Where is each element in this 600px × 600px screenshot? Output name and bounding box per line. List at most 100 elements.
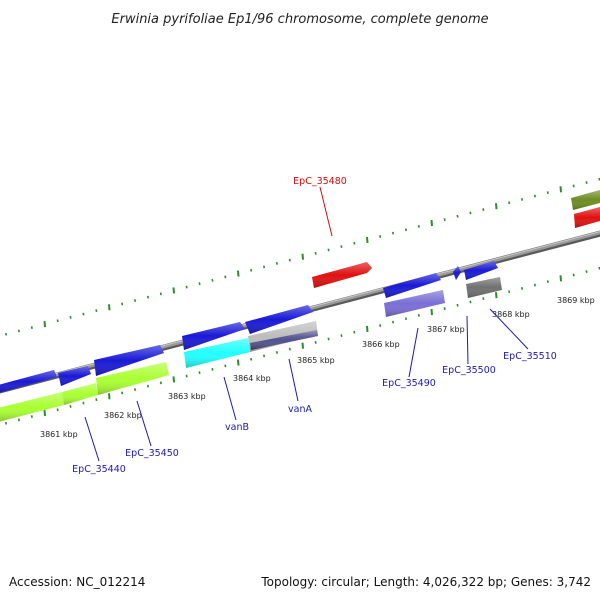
major-tick [430,308,433,316]
major-tick [172,287,175,294]
minor-tick [146,384,149,388]
minor-tick [327,337,330,341]
minor-tick [185,374,188,378]
minor-tick [250,268,253,272]
tick-label: 3863 kbp [168,392,206,401]
tick-label: 3865 kbp [297,356,335,365]
gene-shading [94,345,164,376]
minor-tick [159,381,162,385]
tick-label: 3864 kbp [233,374,271,383]
minor-tick [275,262,278,265]
gene-shading [466,277,502,298]
minor-tick [469,300,472,304]
minor-tick [69,316,72,319]
gene-shading [0,370,57,393]
minor-tick [134,388,137,391]
minor-tick [17,329,20,333]
minor-tick [17,418,20,422]
major-tick [559,275,562,282]
gene-label-epc-35510[interactable]: EpC_35510 [503,351,557,362]
minor-tick [404,228,407,232]
minor-tick [456,214,459,218]
minor-tick [443,218,446,222]
minor-tick [521,198,524,201]
minor-tick [585,270,588,273]
minor-tick [533,194,536,198]
minor-tick [250,357,253,361]
major-tick [559,186,562,193]
minor-tick [146,295,149,299]
tick-labels: 3861 kbp 3862 kbp 3863 kbp 3864 kbp 3865… [40,296,595,439]
major-tick [301,253,304,260]
gene-label-epc-35490[interactable]: EpC_35490 [382,378,436,389]
gene-shading [0,392,64,422]
gene-label-epc-35480[interactable]: EpC_35480 [293,176,347,187]
gene-shading [96,362,169,395]
minor-tick [288,258,291,262]
gene-shading [383,273,441,298]
minor-tick [417,313,420,317]
minor-tick [546,280,549,284]
minor-tick [521,287,524,290]
minor-tick [379,235,382,238]
accession-text: Accession: NC_012214 [9,575,145,589]
tick-label: 3868 kbp [492,310,530,319]
minor-tick [5,421,8,425]
topology-text: Topology: circular; Length: 4,026,322 bp… [260,575,591,589]
gene-shading [453,266,461,280]
minor-tick [392,320,395,324]
minor-tick [56,319,59,323]
minor-tick [353,330,356,334]
minor-tick [314,340,317,344]
minor-tick [482,297,485,300]
tick-label: 3861 kbp [40,430,78,439]
major-tick [237,270,240,277]
minor-tick [95,398,98,402]
minor-tick [404,317,407,321]
gene-shading [184,338,250,368]
major-tick [108,393,111,400]
minor-tick [95,309,98,313]
minor-tick [82,401,85,405]
major-tick [430,219,433,227]
major-tick [108,304,111,311]
gene-shading [312,262,372,288]
minor-tick [417,224,420,228]
major-tick [301,342,304,349]
gene-shading [58,366,91,386]
minor-tick [134,299,137,302]
label-leaders [84,186,529,462]
gene-labels: EpC_35480 EpC_35440 EpC_35450 vanB vanA … [72,176,557,475]
minor-tick [82,312,85,316]
minor-tick [456,303,459,307]
gene-shading [245,305,313,334]
gene-label-epc-35450[interactable]: EpC_35450 [125,448,179,459]
minor-tick [508,290,511,294]
gene-label-vanb[interactable]: vanB [225,422,249,433]
gene-shading [182,322,245,350]
gene-shading [62,383,98,405]
gene-label-vana[interactable]: vanA [288,404,312,415]
major-tick [172,376,175,383]
gene-shading [464,261,498,280]
minor-tick [211,367,214,371]
minor-tick [353,241,356,245]
tick-label: 3869 kbp [557,296,595,305]
gene-shading [384,290,445,317]
gene-label-epc-35440[interactable]: EpC_35440 [72,464,126,475]
minor-tick [546,191,549,195]
minor-tick [585,181,588,184]
minor-tick [379,324,382,327]
gene-shading [571,190,600,210]
minor-tick [443,307,446,311]
minor-tick [288,347,291,351]
minor-tick [159,292,162,296]
minor-tick [572,273,575,277]
map-title: Erwinia pyrifoliae Ep1/96 chromosome, co… [111,12,488,27]
minor-tick [263,265,266,269]
gene-label-epc-35500[interactable]: EpC_35500 [442,365,496,376]
tick-label: 3862 kbp [104,411,142,420]
tick-label: 3867 kbp [427,325,465,334]
major-tick [495,292,498,299]
